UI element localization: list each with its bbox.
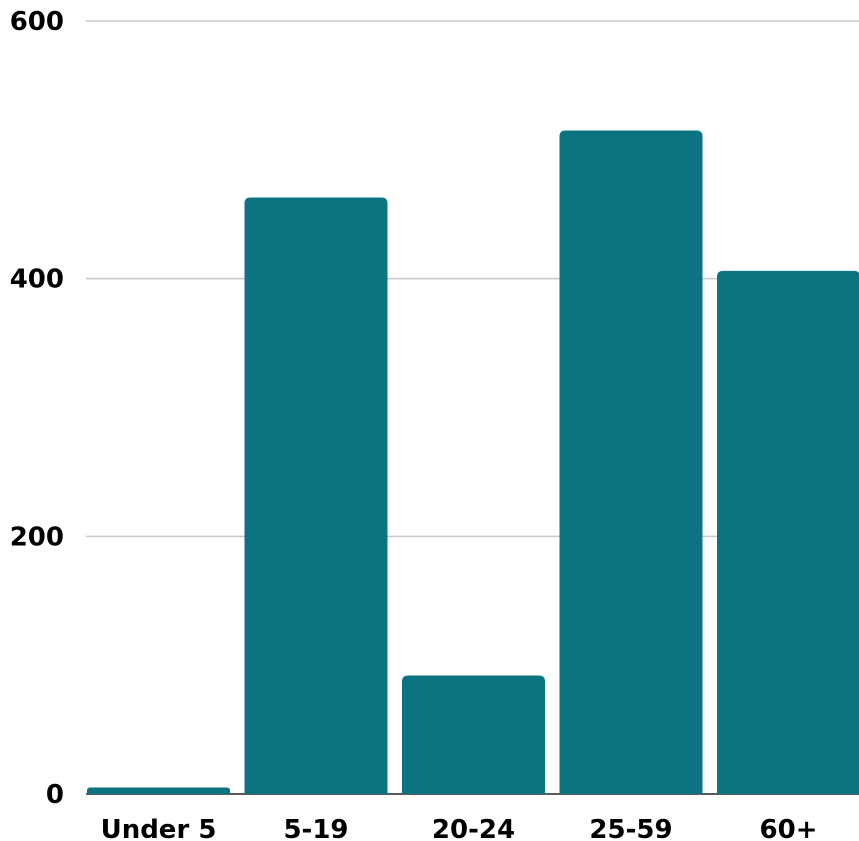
y-tick-label: 600 — [10, 7, 64, 37]
bar-60- — [717, 270, 859, 794]
bar-under-5 — [87, 787, 230, 794]
bar-25-59 — [559, 130, 703, 795]
y-tick-label: 0 — [46, 780, 64, 810]
bar-5-19 — [244, 197, 388, 795]
x-tick-label: 5-19 — [283, 815, 348, 841]
x-tick-label: Under 5 — [101, 815, 217, 841]
x-tick-label: 25-59 — [589, 815, 672, 841]
x-axis-ticks: Under 5 5-19 20-24 25-59 60+ — [101, 815, 818, 841]
x-tick-label: 20-24 — [432, 815, 515, 841]
y-tick-label: 400 — [10, 265, 64, 295]
bar-20-24 — [402, 675, 545, 794]
bars — [87, 130, 859, 795]
x-tick-label: 60+ — [760, 815, 818, 841]
y-axis-ticks: 0 200 400 600 — [10, 7, 64, 810]
y-tick-label: 200 — [10, 522, 64, 552]
